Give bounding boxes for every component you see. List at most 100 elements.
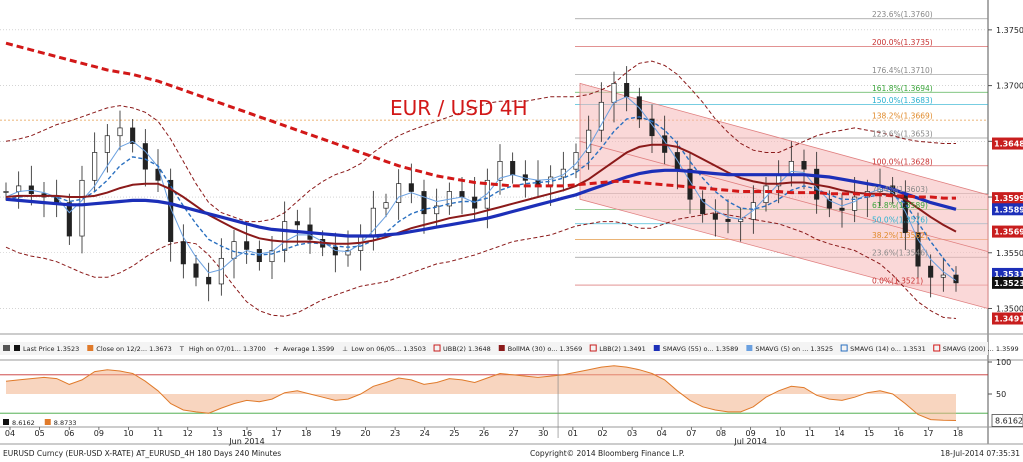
price-bar-body <box>700 198 706 215</box>
price-bar-body <box>16 185 22 192</box>
legend-swatch <box>87 345 94 351</box>
price-badge <box>992 137 1023 150</box>
price-bar-body <box>434 205 440 215</box>
legend-item-label: Average 1.3599 <box>283 345 335 353</box>
legend-swatch <box>14 345 20 351</box>
price-bar-body <box>79 179 85 237</box>
osc-legend-swatch <box>44 419 51 425</box>
footer-timestamp: 18-Jul-2014 07:35:31 <box>940 449 1020 458</box>
price-bar-body <box>193 263 199 278</box>
fib-level-label: 176.4%(1.3710) <box>872 66 933 75</box>
x-tick-label: 04 <box>657 429 667 438</box>
legend-item-label: Last Price 1.3523 <box>23 345 79 353</box>
price-bar-body <box>66 202 72 237</box>
price-badge <box>992 312 1023 325</box>
price-badge-label: 1.3491 <box>994 315 1023 324</box>
x-tick-label: 07 <box>686 429 696 438</box>
x-tick-label: 24 <box>420 429 430 438</box>
oscillator-area <box>6 365 956 421</box>
osc-tick-label: 100 <box>996 358 1011 367</box>
price-bar-body <box>459 191 465 198</box>
x-tick-label: 25 <box>449 429 459 438</box>
price-bar-body <box>345 250 351 256</box>
x-tick-label: 20 <box>360 429 370 438</box>
price-tick-label: 1.3700 <box>996 82 1023 91</box>
price-bar-body <box>294 221 300 226</box>
footer-copyright: Copyright© 2014 Bloomberg Finance L.P. <box>530 449 685 458</box>
legend-item-label: UBB(2) 1.3648 <box>443 345 491 353</box>
price-bar-body <box>801 161 807 170</box>
fib-level-label: 0.0%(1.3521) <box>872 277 923 286</box>
legend-swatch <box>433 344 441 352</box>
fib-level-label: 100.0%(1.3628) <box>872 157 933 166</box>
legend-item-label: LBB(2) 1.3491 <box>599 345 646 353</box>
price-bar-body <box>168 179 174 242</box>
x-tick-label: 15 <box>864 429 874 438</box>
price-bar-body <box>408 183 414 192</box>
x-tick-label: 05 <box>35 429 45 438</box>
price-bar-body <box>624 83 630 98</box>
price-badge-label: 1.3589 <box>994 205 1023 214</box>
footer-security: EURUSD Curncy (EUR-USD X-RATE) AT_EURUSD… <box>3 449 281 458</box>
bollma30-line <box>5 143 957 245</box>
month-label: Jun 2014 <box>228 437 264 446</box>
price-bar-body <box>117 127 123 137</box>
price-badge <box>992 276 1023 289</box>
x-tick-label: 18 <box>301 429 311 438</box>
price-bar-body <box>269 250 275 263</box>
price-bar-body <box>244 241 250 250</box>
price-bar-body <box>28 185 34 195</box>
x-tick-label: 26 <box>479 429 489 438</box>
price-bar-body <box>282 221 288 251</box>
legend-menu-icon <box>3 345 10 351</box>
price-bar-body <box>218 257 224 285</box>
legend-item-label: High on 07/01... 1.3700 <box>189 345 266 353</box>
legend-item-label: Close on 12/2... 1.3673 <box>96 345 172 353</box>
legend-item-label: BollMA (30) o... 1.3569 <box>508 345 582 353</box>
oscillator-line <box>5 365 957 421</box>
price-tick-label: 1.3500 <box>996 304 1023 313</box>
price-bar-body <box>231 241 237 259</box>
x-tick-label: 16 <box>894 429 904 438</box>
fib-level-label: 123.6%(1.3653) <box>872 129 933 138</box>
x-tick-label: 17 <box>272 429 282 438</box>
price-bar-body <box>839 207 845 211</box>
price-bar-body <box>421 191 427 215</box>
fib-level-label: 76.4%(1.3603) <box>872 185 928 194</box>
fib-level-label: 61.8%(1.3589) <box>872 201 928 210</box>
price-bar-body <box>852 196 858 211</box>
price-bar-body <box>142 143 148 170</box>
x-tick-label: 17 <box>923 429 933 438</box>
fib-level-label: 138.2%(1.3669) <box>872 112 933 121</box>
price-badge-label: 1.3531 <box>994 270 1023 279</box>
upper-bollinger-band <box>5 60 956 223</box>
x-tick-label: 09 <box>746 429 756 438</box>
osc-tick-label: 50 <box>996 390 1006 399</box>
price-bar-body <box>180 241 186 265</box>
price-bar-body <box>725 218 731 222</box>
price-badge <box>992 203 1023 216</box>
legend-glyph: + <box>274 345 279 353</box>
price-bar-body <box>92 152 98 181</box>
x-tick-label: 11 <box>805 429 815 438</box>
sma5-line <box>5 96 957 282</box>
fib-level-label: 23.6%(1.3546) <box>872 249 928 258</box>
sma14-line <box>5 116 957 275</box>
price-bar-body <box>396 183 402 203</box>
legend-swatch <box>498 345 505 351</box>
price-bar-body <box>130 127 136 144</box>
price-tick-label: 1.3550 <box>996 249 1023 258</box>
price-bar-body <box>915 232 921 267</box>
legend-item-label: SMAVG (5) on ... 1.3525 <box>755 345 833 353</box>
x-tick-label: 18 <box>953 429 963 438</box>
fib-level-label: 223.6%(1.3760) <box>872 10 933 19</box>
price-bar-body <box>206 276 212 285</box>
x-tick-label: 04 <box>5 429 15 438</box>
price-badge <box>992 225 1023 238</box>
price-bar-body <box>586 129 592 153</box>
price-badge <box>992 192 1023 205</box>
x-tick-label: 27 <box>509 429 519 438</box>
fib-level-label: 38.2%(1.3562) <box>872 231 928 240</box>
x-tick-label: 19 <box>331 429 341 438</box>
